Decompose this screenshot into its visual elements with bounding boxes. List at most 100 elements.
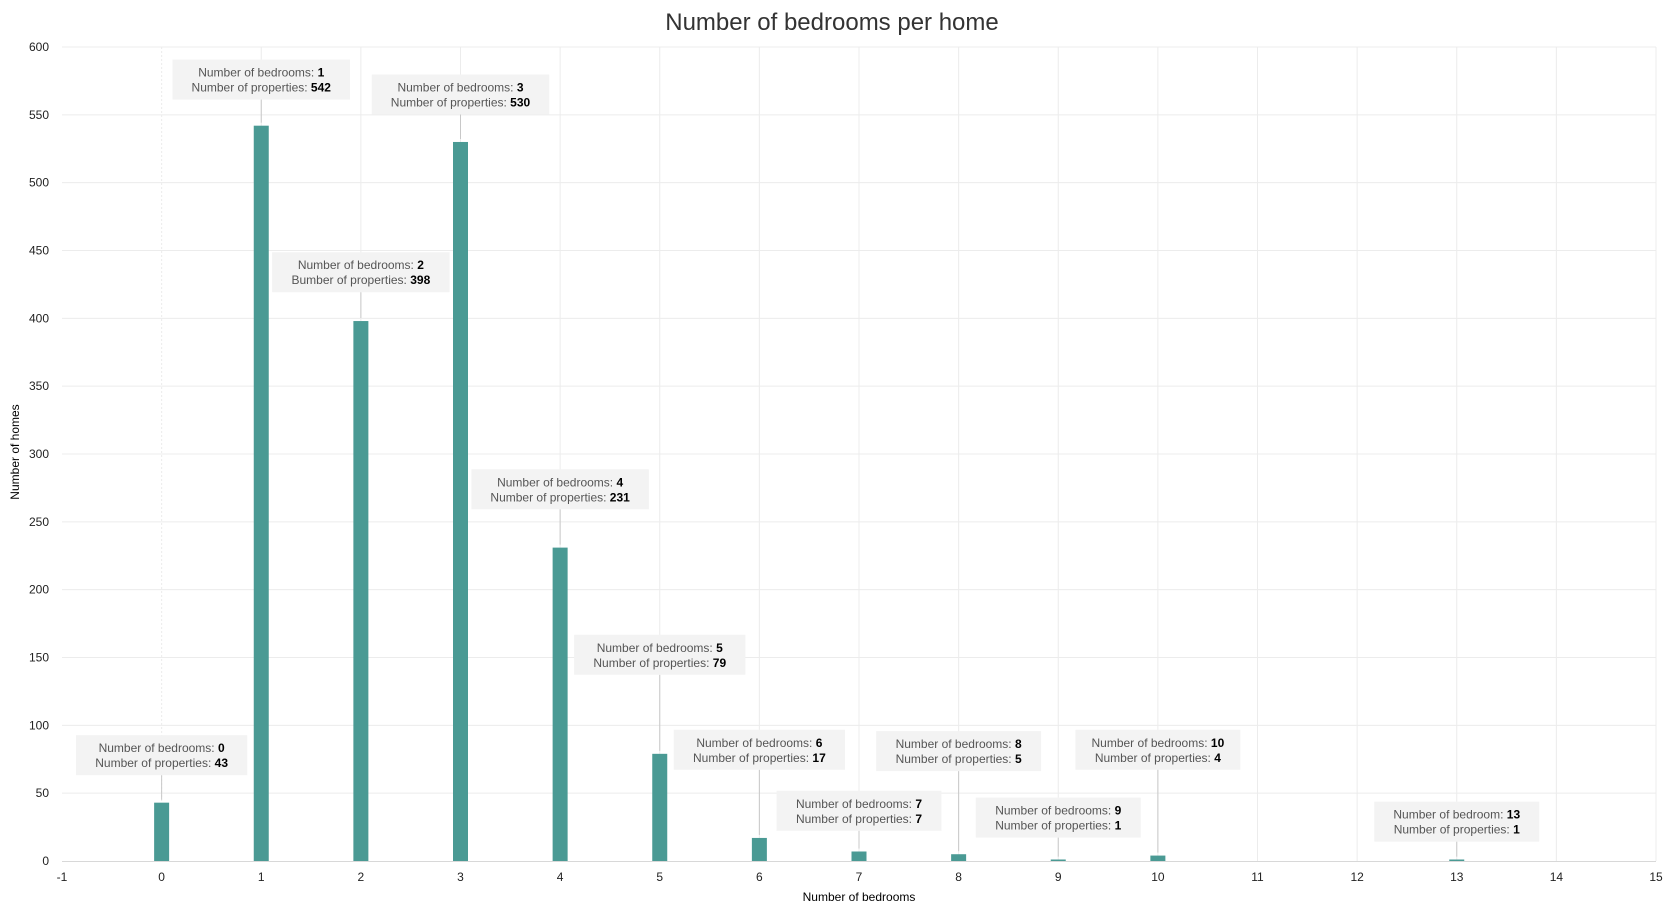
x-tick-label: -1: [57, 870, 68, 884]
y-tick-label: 250: [29, 515, 49, 529]
annotation-box: [371, 74, 550, 115]
bar-8: [951, 854, 967, 861]
annotation-properties-label: Number of properties:: [796, 812, 915, 826]
x-tick-label: 0: [158, 870, 165, 884]
bar-1: [253, 125, 269, 862]
annotation-bedrooms-value: 8: [1015, 737, 1022, 751]
annotation-bedrooms-value: 7: [915, 797, 922, 811]
annotation-line-2: Number of properties: 4: [1095, 751, 1221, 765]
x-tick-label: 15: [1649, 870, 1663, 884]
annotation-box: [272, 252, 450, 293]
annotation-line-2: Number of properties: 17: [693, 751, 826, 765]
x-tick-label: 2: [358, 870, 365, 884]
y-tick-label: 0: [42, 854, 49, 868]
annotation-line-1: Number of bedrooms: 8: [896, 737, 1022, 751]
annotation-line-2: Number of properties: 43: [95, 756, 228, 770]
annotation-bedrooms-label: Number of bedrooms:: [896, 737, 1015, 751]
annotation-properties-label: Number of properties:: [1095, 751, 1214, 765]
annotation-bedrooms-value: 4: [616, 475, 623, 489]
x-tick-label: 14: [1550, 870, 1564, 884]
annotation-line-2: Bumber of properties: 398: [291, 273, 430, 287]
bar-10: [1150, 855, 1166, 861]
annotation-bedrooms-value: 10: [1211, 736, 1225, 750]
annotation-bedrooms-label: Number of bedrooms:: [696, 736, 815, 750]
annotation-line-1: Number of bedrooms: 2: [298, 258, 424, 272]
x-tick-label: 5: [656, 870, 663, 884]
annotation-box: [1374, 801, 1540, 842]
annotation-box: [975, 797, 1141, 838]
annotation-bedrooms-label: Number of bedrooms:: [99, 741, 218, 755]
annotation-bedrooms-value: 2: [417, 258, 424, 272]
bar-3: [453, 141, 468, 861]
bar-6: [751, 837, 767, 861]
annotation-box: [776, 790, 942, 831]
bar-0: [154, 802, 170, 861]
annotation-properties-label: Number of properties:: [693, 751, 812, 765]
y-tick-label: 150: [29, 651, 49, 665]
x-tick-label: 13: [1450, 870, 1464, 884]
annotation-properties-value: 1: [1513, 823, 1520, 837]
annotation-bedrooms-label: Number of bedrooms:: [198, 66, 317, 80]
y-tick-label: 600: [29, 40, 49, 54]
annotation-properties-label: Number of properties:: [995, 819, 1114, 833]
annotation-bedrooms-label: Number of bedrooms:: [497, 475, 616, 489]
annotation-line-2: Number of properties: 7: [796, 812, 922, 826]
annotation-properties-label: Number of properties:: [490, 490, 609, 504]
annotation-properties-label: Bumber of properties:: [291, 273, 410, 287]
y-tick-label: 200: [29, 583, 49, 597]
annotation-properties-value: 5: [1015, 752, 1022, 766]
y-tick-label: 550: [29, 108, 49, 122]
annotation-properties-value: 79: [713, 656, 727, 670]
annotation-line-2: Number of properties: 5: [896, 752, 1022, 766]
annotation-box: [76, 735, 248, 776]
annotation-bedrooms-value: 9: [1115, 804, 1122, 818]
annotation-bedrooms-value: 1: [318, 66, 325, 80]
bar-5: [652, 753, 668, 861]
x-tick-label: 3: [457, 870, 464, 884]
annotation-properties-value: 231: [610, 490, 630, 504]
x-tick-label: 8: [955, 870, 962, 884]
annotation-bedrooms-value: 13: [1507, 808, 1521, 822]
annotation-line-1: Number of bedrooms: 10: [1092, 736, 1225, 750]
annotation-properties-value: 4: [1214, 751, 1221, 765]
chart-title: Number of bedrooms per home: [665, 9, 999, 36]
annotation-line-2: Number of properties: 1: [1394, 823, 1520, 837]
x-tick-label: 9: [1055, 870, 1062, 884]
annotation-bedrooms-value: 0: [218, 741, 225, 755]
y-tick-label: 450: [29, 244, 49, 258]
annotation-properties-value: 530: [510, 95, 530, 109]
y-tick-label: 300: [29, 447, 49, 461]
annotation-properties-value: 17: [812, 751, 826, 765]
annotation-bedrooms-label: Number of bedroom:: [1393, 808, 1506, 822]
annotation-bedrooms-value: 3: [517, 80, 524, 94]
x-axis-label: Number of bedrooms: [803, 890, 916, 904]
annotation-bedrooms-label: Number of bedrooms:: [397, 80, 516, 94]
x-tick-label: 1: [258, 870, 265, 884]
annotation-line-2: Number of properties: 530: [391, 95, 531, 109]
annotation-line-1: Number of bedrooms: 9: [995, 804, 1121, 818]
annotation-box: [471, 469, 649, 510]
annotation-bedrooms-label: Number of bedrooms:: [597, 641, 716, 655]
annotation-line-2: Number of properties: 79: [593, 656, 726, 670]
bar-2: [353, 321, 369, 862]
annotation-properties-label: Number of properties:: [896, 752, 1015, 766]
annotation-properties-label: Number of properties:: [593, 656, 712, 670]
annotation-bedrooms-label: Number of bedrooms:: [1092, 736, 1211, 750]
annotation-line-1: Number of bedrooms: 1: [198, 66, 324, 80]
annotation-properties-value: 7: [915, 812, 922, 826]
annotation-line-2: Number of properties: 231: [490, 490, 630, 504]
bar-7: [851, 851, 867, 861]
bar-4: [552, 547, 568, 861]
